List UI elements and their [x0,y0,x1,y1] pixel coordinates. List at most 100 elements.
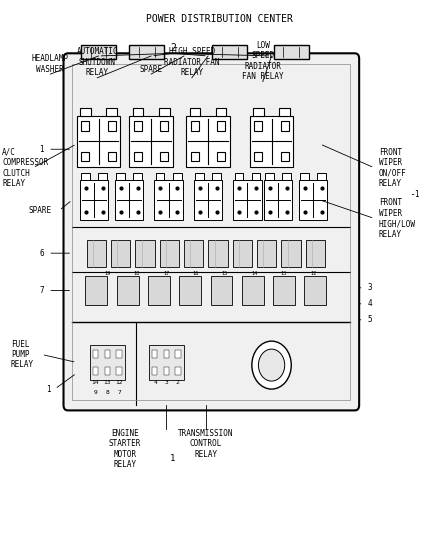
Text: 1: 1 [39,145,44,154]
Text: 17: 17 [163,271,169,276]
Bar [133,173,142,180]
Text: 1: 1 [46,385,51,393]
Text: 7: 7 [117,390,121,395]
Bar [111,240,131,266]
Text: 16: 16 [192,271,199,276]
Text: 12: 12 [310,271,316,276]
Bar [299,180,328,220]
Text: 12: 12 [115,379,123,385]
Bar [129,116,173,166]
Bar [149,345,184,379]
Bar [173,173,182,180]
Bar [304,276,326,305]
Bar [281,122,289,131]
Bar [134,152,142,161]
Text: AUTOMATIC
SHUTDOWN
RELAY: AUTOMATIC SHUTDOWN RELAY [76,47,118,77]
Bar [273,276,295,305]
Bar [105,367,110,375]
Text: SPARE: SPARE [28,206,52,215]
Bar [274,45,309,59]
Bar [251,173,260,180]
Bar [176,350,181,358]
Bar [115,180,143,220]
Bar [306,240,325,266]
Bar [90,345,125,379]
Text: 1: 1 [170,454,176,463]
Text: 2: 2 [170,43,176,53]
Bar [160,240,179,266]
Bar [242,276,264,305]
Bar [154,180,183,220]
Bar [72,64,350,400]
Text: HIGH SPEED
RADIATOR FAN
RELAY: HIGH SPEED RADIATOR FAN RELAY [164,47,219,77]
Bar [80,109,91,116]
Text: 14: 14 [92,379,99,385]
Bar [212,173,221,180]
Bar [279,109,290,116]
Bar [190,109,200,116]
Bar [160,152,168,161]
Text: LOW
SPEED
RADIATOR
FAN RELAY: LOW SPEED RADIATOR FAN RELAY [242,41,284,81]
Text: 13: 13 [103,379,111,385]
Bar [265,173,274,180]
Bar [253,109,264,116]
Bar [176,367,181,375]
Bar [129,45,164,59]
Bar [87,240,106,266]
Bar [234,173,244,180]
Text: 1: 1 [414,190,419,199]
Bar [117,350,122,358]
Bar [117,367,122,375]
Bar [217,152,225,161]
Bar [159,109,170,116]
Bar [179,276,201,305]
Text: FUEL
PUMP
RELAY: FUEL PUMP RELAY [11,340,34,369]
Text: SPARE: SPARE [140,64,162,74]
Text: FRONT
WIPER
HIGH/LOW
RELAY: FRONT WIPER HIGH/LOW RELAY [379,198,416,239]
Text: 5: 5 [368,316,373,324]
Text: 19: 19 [104,271,110,276]
Bar [191,122,199,131]
Bar [254,122,262,131]
Bar [106,109,117,116]
Bar [135,240,155,266]
Text: 3: 3 [165,379,168,385]
Text: 4: 4 [154,379,157,385]
Bar [281,240,300,266]
Bar [281,152,289,161]
Bar [195,173,204,180]
Bar [148,276,170,305]
Bar [98,173,107,180]
Bar [152,350,157,358]
Bar [81,122,89,131]
Bar [116,173,125,180]
Bar [156,173,165,180]
Bar [108,122,116,131]
Text: HEADLAMP
WASHER: HEADLAMP WASHER [32,54,69,74]
Text: 8: 8 [106,390,109,395]
Text: 7: 7 [39,286,44,295]
Bar [257,240,276,266]
Bar [184,240,203,266]
Bar [105,350,110,358]
Bar [317,173,326,180]
Bar [81,152,89,161]
Text: 13: 13 [281,271,287,276]
Bar [81,45,116,59]
Text: 18: 18 [134,271,140,276]
Text: 4: 4 [368,300,373,308]
Text: POWER DISTRIBUTION CENTER: POWER DISTRIBUTION CENTER [145,14,293,23]
Bar [233,240,252,266]
Bar [217,122,225,131]
Text: A/C
COMPRESSOR
CLUTCH
RELAY: A/C COMPRESSOR CLUTCH RELAY [2,148,49,188]
Bar [164,350,169,358]
Bar [164,367,169,375]
Text: TRANSMISSION
CONTROL
RELAY: TRANSMISSION CONTROL RELAY [178,429,233,459]
Bar [300,173,309,180]
Text: 6: 6 [39,249,44,257]
Bar [81,173,90,180]
Bar [117,276,138,305]
Text: 3: 3 [368,284,373,292]
Text: 2: 2 [176,379,179,385]
Bar [211,276,233,305]
